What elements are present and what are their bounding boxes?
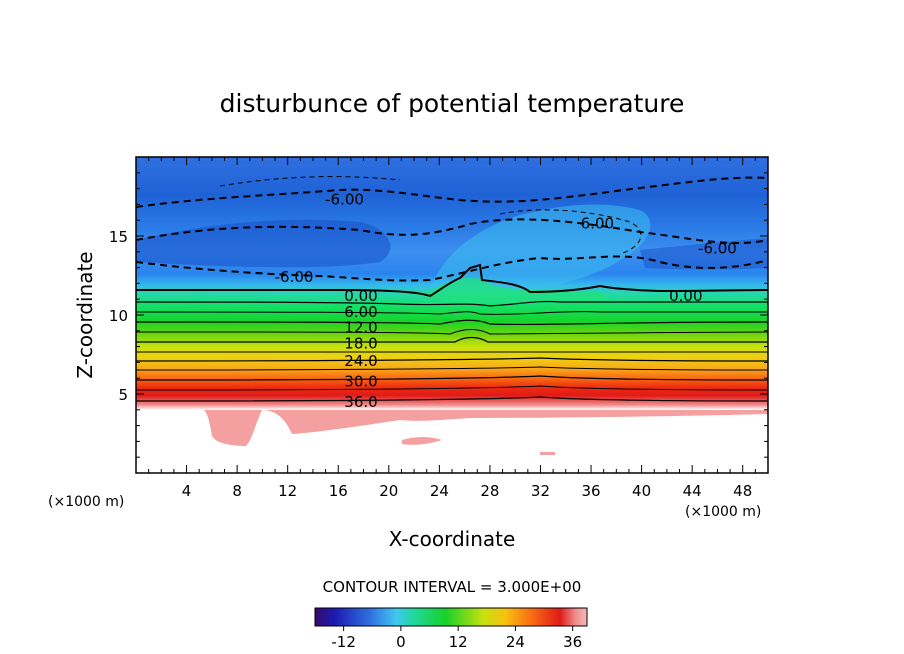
contour-label: 36.0 [344,393,377,411]
contour-label: 6.00 [344,303,377,321]
right-dark-blue-band [640,238,768,270]
x-axis: 4 8 12 16 20 24 28 32 36 40 44 48 [148,157,756,500]
contour-label: 30.0 [344,372,377,390]
x-tick-label: 8 [232,482,242,500]
contour-lines [136,176,768,402]
x-tick-label: 32 [531,482,550,500]
contour-label: 0.00 [344,287,377,305]
contour-labels: -6.00-6.006.00-6.000.00 0.006.0012.018.02… [275,191,737,411]
contour-zero [136,263,768,298]
x-unit-left: (×1000 m) [48,494,124,510]
x-axis-label: X-coordinate [389,527,516,551]
x-tick-label: 16 [329,482,348,500]
contour-15 [136,329,768,335]
x-tick-label: 4 [182,482,192,500]
x-tick-label: 40 [632,482,651,500]
y-tick-label: 5 [118,386,128,404]
contour-36 [136,396,768,402]
colorbar-ticks: -12 0 12 24 36 [331,626,582,651]
contour-interval-text: CONTOUR INTERVAL = 3.000E+00 [323,578,582,596]
x-tick-label: 48 [733,482,752,500]
x-tick-label: 36 [581,482,600,500]
contour-dashed-thin-1 [219,176,401,187]
chart-title: disturbunce of potential temperature [220,89,685,118]
contour-dashed-mid [136,218,768,244]
plot-area [136,157,768,473]
contour-12 [136,319,768,326]
contour-label: 12.0 [344,319,377,337]
colorbar-tick-label: 0 [396,633,406,651]
contour-27 [136,366,768,371]
contour-label: 6.00 [581,214,614,232]
contour-label: 24.0 [344,352,377,370]
lower-pink-region [136,410,768,446]
x-tick-label: 24 [430,482,449,500]
contour-dashed-upper [136,176,768,208]
contour-9 [136,311,768,315]
contour-dashed-low [136,255,768,282]
y-tick-label: 10 [109,307,128,325]
green-bulge [420,277,610,304]
x-tick-label: 44 [683,482,702,500]
contour-6 [136,300,768,307]
contour-label: -6.00 [325,191,364,209]
x-tick-label: 20 [379,482,398,500]
colorbar-tick-label: -12 [331,633,356,651]
lower-pink-blob [402,437,442,445]
contour-33 [136,385,768,391]
contour-label: 18.0 [344,334,377,352]
contour-label: -6.00 [698,240,737,258]
x-tick-label: 28 [480,482,499,500]
contour-24 [136,357,768,362]
contour-label: 0.00 [669,287,702,305]
lower-pink-dot [540,452,555,455]
y-axis: 5 10 15 [109,172,768,458]
colorbar-tick-label: 12 [449,633,468,651]
y-tick-label: 15 [109,228,128,246]
colorbar-tick-label: 24 [506,633,525,651]
contour-label: -6.00 [275,268,314,286]
colorbar [314,607,588,627]
contour-30 [136,375,768,381]
colorbar-tick-label: 36 [563,633,582,651]
x-unit-right: (×1000 m) [685,504,761,520]
contour-18 [136,336,768,343]
x-tick-label: 12 [278,482,297,500]
y-axis-label: Z-coordinate [73,251,97,378]
contour-dashed-thin-2 [499,209,642,255]
